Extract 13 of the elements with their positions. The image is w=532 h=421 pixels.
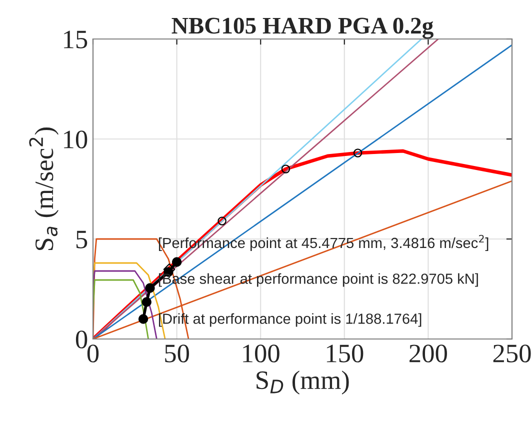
x-tick-label: 200 (410, 344, 447, 362)
x-tick-label: 50 (165, 344, 189, 362)
y-tick-label: 0 (76, 330, 88, 348)
chart-title: NBC105 HARD PGA 0.2g (172, 18, 434, 39)
x-axis-title: S$_{D}$ (mm) (256, 370, 349, 394)
y-axis-title: S$_{a}$ (m/sec$^{2}$) (29, 128, 59, 250)
y-tick-label: 10 (64, 130, 88, 148)
x-tick-label: 250 (493, 344, 531, 362)
y-tick-label: 5 (76, 230, 88, 248)
x-tick-label: 100 (243, 344, 280, 362)
x-tick-label: 150 (326, 344, 364, 362)
x-tick-label: 0 (87, 344, 99, 362)
y-tick-label: 15 (64, 30, 88, 48)
